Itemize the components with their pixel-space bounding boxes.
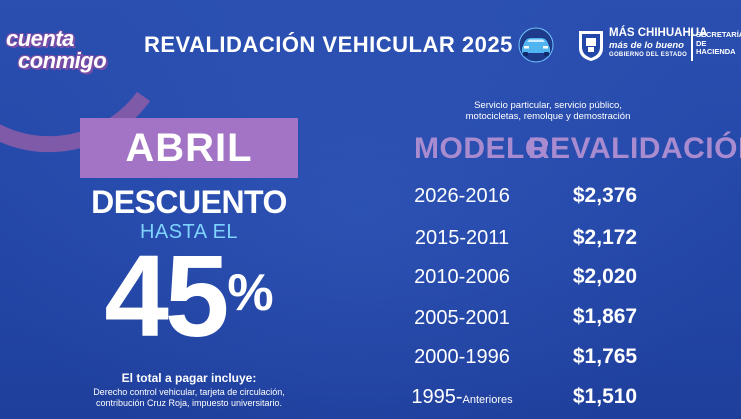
row-model-year: 1995- (411, 386, 463, 408)
car-icon (518, 27, 554, 63)
service-note-line2: motocicletas, remolque y demostración (465, 111, 631, 123)
column-header-model: MODELO (414, 132, 549, 165)
row-price: $1,765 (572, 345, 638, 368)
includes-line2: contribución Cruz Roja, impuesto univers… (95, 397, 283, 408)
includes-text: Derecho control vehicular, tarjeta de ci… (74, 387, 304, 409)
discount-up-to: HASTA EL (139, 221, 239, 243)
gov-line2: más de lo bueno (609, 39, 684, 51)
discount-percent: 45% (80, 238, 298, 354)
campaign-logo-line2: conmigo (18, 48, 107, 73)
includes-title: El total a pagar incluye: (121, 371, 257, 385)
row-price: $1,510 (572, 385, 638, 408)
discount-percent-symbol: % (227, 264, 274, 322)
row-model: 2000-1996 (414, 346, 510, 368)
department-label: SECRETARÍA DE HACIENDA (696, 30, 741, 57)
row-price: $2,376 (572, 184, 638, 207)
campaign-logo-line1: cuenta (6, 26, 74, 51)
gov-line3: GOBIERNO DEL ESTADO (609, 52, 688, 58)
row-model: 2026-2016 (414, 185, 510, 207)
row-model: 2005-2001 (414, 307, 510, 329)
service-note-line1: Servicio particular, servicio público, (474, 100, 622, 111)
government-logo-text: MÁS CHIHUAHUA más de lo bueno GOBIERNO D… (609, 27, 708, 58)
row-model: 1995-Anteriores (392, 386, 532, 409)
department-line1: SECRETARÍA (696, 30, 741, 39)
row-model: 2010-2006 (414, 266, 510, 288)
discount-label: DESCUENTO (91, 184, 287, 220)
campaign-logo: cuenta conmigo (6, 26, 136, 78)
gov-divider (691, 29, 693, 61)
department-line2: DE HACIENDA (696, 38, 736, 57)
service-note: Servicio particular, servicio público, m… (420, 100, 676, 123)
discount-percent-value: 45 (104, 231, 229, 361)
row-model-suffix: Anteriores (462, 394, 513, 406)
page-title: REVALIDACIÓN VEHICULAR 2025 (144, 32, 513, 57)
row-price: $2,172 (572, 226, 638, 249)
includes-line1: Derecho control vehicular, tarjeta de ci… (93, 387, 285, 397)
gov-line1: MÁS CHIHUAHUA (609, 27, 708, 39)
state-seal-icon (579, 31, 603, 61)
row-price: $1,867 (572, 305, 638, 328)
row-model: 2015-2011 (414, 227, 510, 249)
column-header-price: REVALIDACIÓN (528, 132, 741, 165)
month-badge: ABRIL (80, 118, 298, 178)
row-price: $2,020 (572, 265, 638, 288)
